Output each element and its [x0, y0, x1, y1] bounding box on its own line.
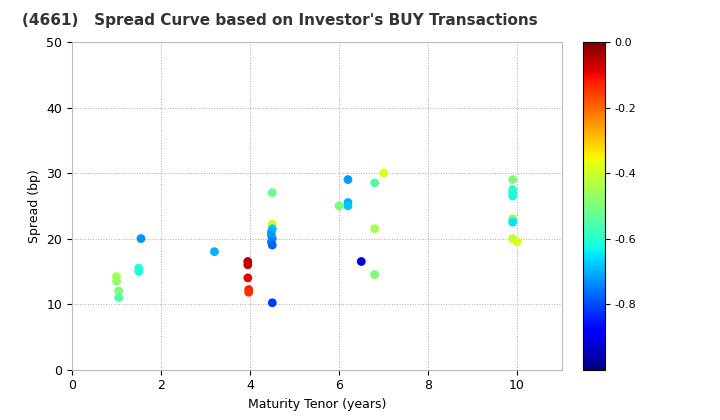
Point	[242, 258, 253, 265]
Point	[266, 299, 278, 306]
Point	[111, 278, 122, 284]
Point	[133, 265, 145, 271]
Point	[507, 176, 518, 183]
Point	[266, 189, 278, 196]
Point	[113, 294, 125, 301]
Point	[266, 235, 278, 242]
Point	[342, 199, 354, 206]
Point	[369, 179, 380, 186]
Point	[242, 261, 253, 268]
Point	[507, 189, 518, 196]
Point	[507, 186, 518, 193]
Point	[342, 176, 354, 183]
Text: (4661)   Spread Curve based on Investor's BUY Transactions: (4661) Spread Curve based on Investor's …	[22, 13, 537, 28]
Point	[369, 226, 380, 232]
Point	[243, 289, 254, 296]
Point	[507, 215, 518, 222]
Point	[111, 273, 122, 280]
Point	[507, 235, 518, 242]
Point	[266, 232, 277, 239]
Point	[342, 202, 354, 209]
Point	[209, 248, 220, 255]
Point	[356, 258, 367, 265]
Point	[369, 271, 380, 278]
Point	[266, 239, 277, 245]
Point	[133, 268, 145, 275]
Point	[511, 239, 523, 245]
Point	[113, 288, 125, 294]
Point	[266, 242, 278, 249]
Point	[507, 193, 518, 199]
Point	[266, 228, 277, 235]
Point	[266, 226, 278, 232]
Point	[243, 286, 254, 293]
Point	[378, 170, 390, 176]
Point	[242, 275, 253, 281]
Point	[135, 235, 147, 242]
Point	[333, 202, 345, 209]
Point	[507, 219, 518, 226]
Point	[266, 221, 278, 228]
X-axis label: Maturity Tenor (years): Maturity Tenor (years)	[248, 398, 386, 411]
Y-axis label: Spread (bp): Spread (bp)	[28, 169, 41, 243]
